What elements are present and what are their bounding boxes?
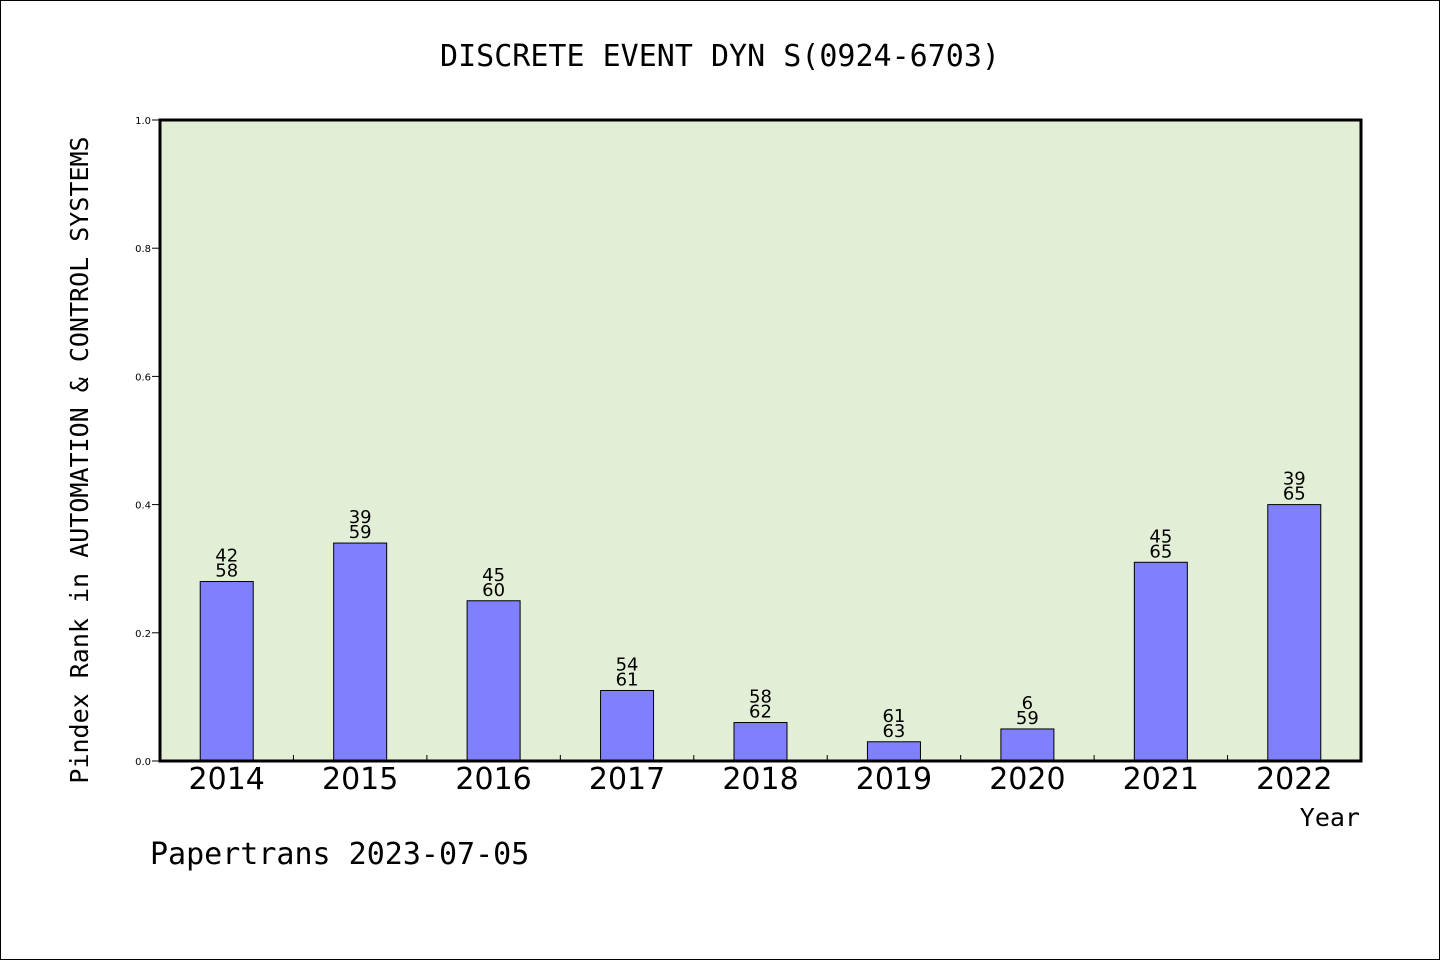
- bar-label-bottom: 58: [215, 561, 238, 582]
- bar-2017: [600, 689, 655, 762]
- x-axis-label: Year: [1300, 803, 1360, 832]
- bar-2016: [466, 600, 521, 762]
- bars-group: [199, 504, 1322, 762]
- x-tick-label: 2019: [856, 762, 932, 797]
- y-tick-label: 0.0: [135, 757, 151, 768]
- bar-label-bottom: 63: [882, 721, 905, 742]
- bar-label-bottom: 65: [1149, 541, 1172, 562]
- bar-label-bottom: 65: [1283, 484, 1306, 505]
- bar-2014: [199, 581, 254, 762]
- x-tick-label: 2018: [722, 762, 798, 797]
- y-tick-label: 1.0: [135, 116, 151, 127]
- y-tick-label: 0.6: [135, 372, 151, 383]
- x-tick-label: 2015: [322, 762, 398, 797]
- bar-label-bottom: 60: [482, 580, 505, 601]
- bar-label-bottom: 61: [616, 669, 639, 690]
- bar-label-bottom: 59: [349, 522, 372, 543]
- bar-2020: [1000, 728, 1055, 762]
- bar-label-bottom: 62: [749, 702, 772, 723]
- bar-label-top: 58: [749, 687, 772, 708]
- x-axis-ticks: 2014 2015 2016 2017 2018 2019 2020 2021 2022: [189, 755, 1332, 797]
- chart-title: DISCRETE EVENT DYN S(0924-6703): [440, 39, 1000, 74]
- bar-2022: [1267, 504, 1322, 762]
- y-tick-label: 0.2: [135, 629, 151, 640]
- x-tick-label: 2021: [1123, 762, 1199, 797]
- x-tick-label: 2017: [589, 762, 665, 797]
- bar-label-top: 45: [1149, 526, 1172, 547]
- bar-label-top: 39: [349, 507, 372, 528]
- bar-label-top: 6: [1022, 693, 1033, 714]
- x-tick-label: 2014: [189, 762, 265, 797]
- y-axis-ticks: 0.0 0.2 0.4 0.6 0.8 1.0: [135, 116, 160, 768]
- bar-2019: [866, 741, 921, 762]
- x-tick-label: 2016: [455, 762, 531, 797]
- bar-label-bottom: 59: [1016, 708, 1039, 729]
- x-tick-label: 2020: [989, 762, 1065, 797]
- y-axis-label: Pindex Rank in AUTOMATION & CONTROL SYST…: [65, 136, 94, 783]
- bar-2018: [733, 722, 788, 762]
- bar-label-top: 39: [1283, 469, 1306, 490]
- plot-border: [158, 118, 1363, 763]
- bar-label-top: 61: [882, 706, 905, 727]
- bar-label-top: 42: [215, 546, 238, 567]
- y-tick-label: 0.4: [135, 501, 151, 512]
- footer-text: Papertrans 2023-07-05: [150, 837, 529, 872]
- bar-2021: [1133, 561, 1188, 762]
- x-tick-label: 2022: [1256, 762, 1332, 797]
- bar-2015: [333, 542, 388, 762]
- bar-label-top: 45: [482, 565, 505, 586]
- y-tick-label: 0.8: [135, 244, 151, 255]
- bar-label-top: 54: [616, 654, 639, 675]
